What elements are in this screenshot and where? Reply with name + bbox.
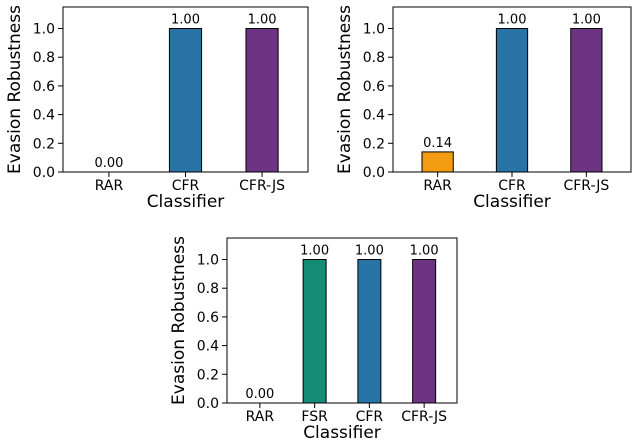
data-label: 1.00 — [498, 13, 527, 28]
x-axis-title: Classifier — [473, 192, 551, 212]
y-axis-title: Evasion Robustness — [5, 5, 25, 174]
data-label: 1.00 — [572, 13, 601, 28]
data-label: 0.14 — [423, 136, 452, 151]
chart-panel-1: 0.00 1.00 1.00 0.0 0.2 0.4 0.6 0.8 1.0 RAR CFR CFR-… — [5, 5, 309, 212]
y-tick-label: 0.8 — [197, 281, 219, 297]
y-tick-label: 0.2 — [33, 136, 55, 152]
data-label: 1.00 — [355, 244, 384, 259]
x-tick-label: CFR-JS — [401, 409, 447, 425]
y-tick-label: 0.6 — [33, 79, 55, 95]
x-tick-label: CFR — [356, 409, 384, 425]
y-axis-title: Evasion Robustness — [335, 5, 355, 174]
y-tick-label: 0.0 — [363, 165, 385, 181]
x-tick-label: CFR-JS — [563, 178, 609, 194]
bar-cfr-js — [245, 28, 279, 173]
y-tick-label: 0.4 — [33, 108, 55, 124]
y-tick-label: 0.8 — [33, 50, 55, 66]
y-tick-label: 0.4 — [197, 339, 219, 355]
bar-cfr — [495, 28, 529, 173]
bar-cfr-js — [412, 259, 437, 404]
bar-fsr — [302, 259, 327, 404]
chart-panel-3: 0.00 1.00 1.00 1.00 0.0 0.2 0.4 0.6 0.8 1.0 RAR FSR… — [169, 236, 458, 442]
y-tick-label: 0.6 — [363, 79, 385, 95]
x-tick-label: RAR — [246, 409, 275, 425]
chart-panel-2: 0.14 1.00 1.00 0.0 0.2 0.4 0.6 0.8 1.0 RAR CFR CFR-… — [335, 5, 632, 212]
x-axis-title: Classifier — [147, 192, 225, 212]
y-axis-title: Evasion Robustness — [169, 236, 189, 405]
x-tick-label: RAR — [423, 178, 452, 194]
x-tick-label: RAR — [95, 178, 124, 194]
bar-rar — [421, 151, 454, 173]
data-label: 0.00 — [94, 156, 123, 171]
y-tick-label: 0.2 — [197, 367, 219, 383]
data-label: 0.00 — [245, 387, 274, 402]
y-tick-label: 0.8 — [363, 50, 385, 66]
y-tick-label: 0.0 — [33, 165, 55, 181]
data-label: 1.00 — [410, 244, 439, 259]
y-tick-label: 1.0 — [363, 22, 385, 38]
bar-cfr — [168, 28, 203, 173]
bar-cfr — [357, 259, 382, 404]
data-label: 1.00 — [248, 13, 277, 28]
data-label: 1.00 — [300, 244, 329, 259]
y-tick-label: 0.2 — [363, 136, 385, 152]
x-tick-label: CFR-JS — [239, 178, 285, 194]
y-tick-label: 1.0 — [33, 22, 55, 38]
bar-cfr-js — [570, 28, 603, 173]
y-tick-label: 0.0 — [197, 396, 219, 412]
plot-frame — [226, 237, 458, 404]
x-tick-label: CFR — [172, 178, 200, 194]
x-tick-label: FSR — [301, 409, 328, 425]
y-tick-label: 1.0 — [197, 253, 219, 269]
y-tick-label: 0.4 — [363, 108, 385, 124]
x-tick-label: CFR — [498, 178, 526, 194]
x-axis-title: Classifier — [303, 423, 381, 442]
data-label: 1.00 — [171, 13, 200, 28]
y-tick-label: 0.6 — [197, 310, 219, 326]
